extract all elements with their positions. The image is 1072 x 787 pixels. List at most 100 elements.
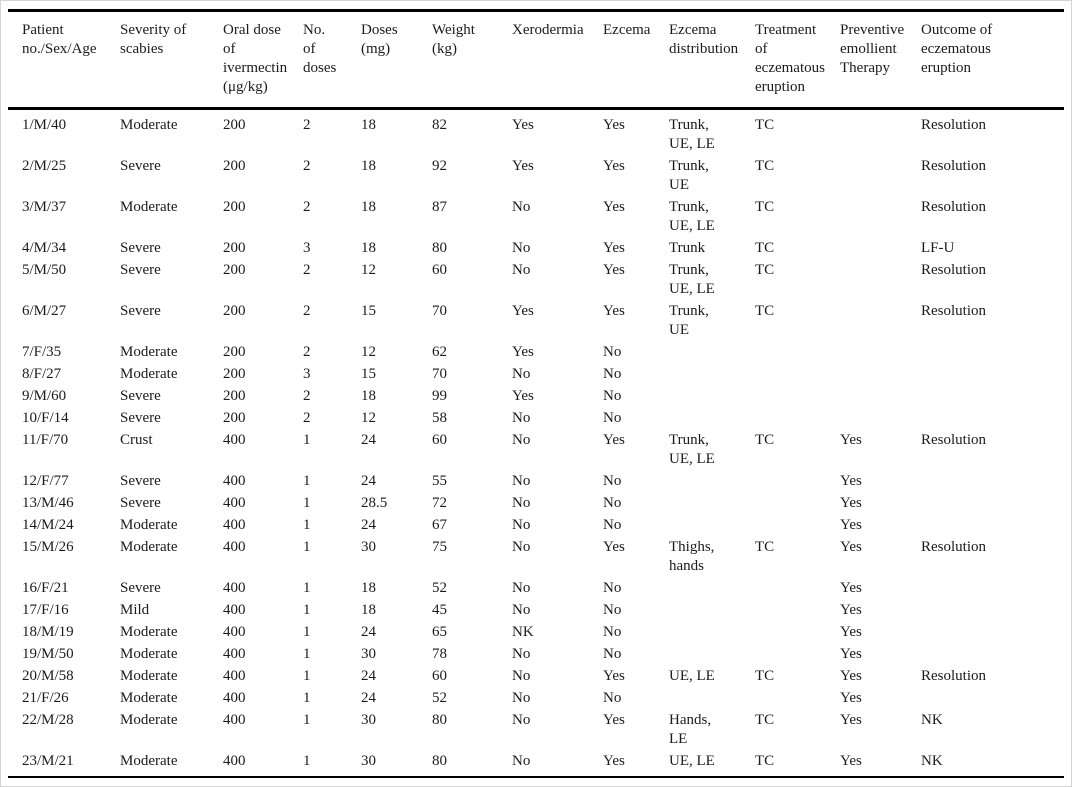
table-row: 20/M/58 Moderate 400 1 24 60 No Yes UE, LE TC Yes R… [8,665,1064,687]
cell-ezcema-distribution [669,492,755,514]
cell-xerodermia: Yes [512,344,534,360]
cell-preventive-emollient: Yes [840,495,862,511]
cell-outcome-eczematous [921,643,1064,665]
cell-treatment-eczematous: TC [755,303,775,319]
cell-weight-kg: 65 [432,624,447,640]
cell-severity-of-scabies: Moderate [120,517,178,533]
column-header-ezcema-distribution: Ezcema distribution [669,10,755,110]
cell-xerodermia: Yes [512,303,534,319]
table-row: 2/M/25 Severe 200 2 18 92 Yes Yes Trunk, UE TC Res… [8,155,1064,196]
cell-doses-mg: 30 [361,539,376,555]
cell-preventive-emollient: Yes [840,624,862,640]
cell-doses-mg: 18 [361,602,376,618]
cell-severity-of-scabies: Crust [120,432,153,448]
cell-preventive-emollient: Yes [840,539,862,555]
cell-doses-mg: 24 [361,668,376,684]
cell-severity-of-scabies: Severe [120,303,161,319]
cell-treatment-eczematous [755,577,840,599]
cell-ezcema: Yes [603,712,625,728]
cell-treatment-eczematous: TC [755,432,775,448]
cell-weight-kg: 92 [432,158,447,174]
cell-doses-mg: 28.5 [361,495,388,511]
table-row: 23/M/21 Moderate 400 1 30 80 No Yes UE, LE TC Yes N… [8,750,1064,777]
cell-outcome-eczematous [921,599,1064,621]
cell-no-of-doses: 1 [303,753,311,769]
cell-severity-of-scabies: Severe [120,388,161,404]
cell-doses-mg: 12 [361,262,376,278]
cell-treatment-eczematous [755,363,840,385]
cell-xerodermia: NK [512,624,534,640]
cell-preventive-emollient [840,363,921,385]
cell-doses-mg: 24 [361,517,376,533]
cell-ezcema: Yes [603,539,625,555]
cell-no-of-doses: 3 [303,240,311,256]
cell-no-of-doses: 2 [303,199,311,215]
cell-weight-kg: 80 [432,240,447,256]
cell-oral-dose-ivermectin: 400 [223,712,246,728]
cell-preventive-emollient [840,196,921,237]
cell-ezcema: Yes [603,303,625,319]
cell-oral-dose-ivermectin: 400 [223,690,246,706]
cell-severity-of-scabies: Severe [120,580,161,596]
cell-ezcema: No [603,388,622,404]
cell-no-of-doses: 1 [303,517,311,533]
cell-no-of-doses: 1 [303,495,311,511]
table-row: 15/M/26 Moderate 400 1 30 75 No Yes Thighs, hand… [8,536,1064,577]
cell-ezcema-distribution: UE, LE [669,668,715,684]
cell-ezcema: Yes [603,262,625,278]
cell-severity-of-scabies: Severe [120,262,161,278]
cell-outcome-eczematous [921,407,1064,429]
column-header-ezcema: Ezcema [603,10,669,110]
cell-ezcema: No [603,602,622,618]
cell-patient-no-sex-age: 4/M/34 [22,240,67,256]
cell-oral-dose-ivermectin: 400 [223,602,246,618]
cell-weight-kg: 60 [432,668,447,684]
cell-xerodermia: No [512,580,531,596]
table-row: 11/F/70 Crust 400 1 24 60 No Yes Trunk, UE, LE TC… [8,429,1064,470]
cell-severity-of-scabies: Moderate [120,117,178,133]
cell-patient-no-sex-age: 12/F/77 [22,473,69,489]
cell-no-of-doses: 1 [303,646,311,662]
column-header-patient-no-sex-age: Patient no./Sex/Age [8,10,120,110]
cell-no-of-doses: 2 [303,303,311,319]
cell-xerodermia: No [512,602,531,618]
cell-doses-mg: 24 [361,432,376,448]
table-row: 21/F/26 Moderate 400 1 24 52 No No Yes [8,687,1064,709]
table-row: 22/M/28 Moderate 400 1 30 80 No Yes Hands, LE TC Y… [8,709,1064,750]
table-row: 9/M/60 Severe 200 2 18 99 Yes No [8,385,1064,407]
cell-doses-mg: 24 [361,624,376,640]
cell-doses-mg: 18 [361,117,376,133]
cell-weight-kg: 99 [432,388,447,404]
cell-patient-no-sex-age: 15/M/26 [22,539,74,555]
cell-patient-no-sex-age: 10/F/14 [22,410,69,426]
table-row: 7/F/35 Moderate 200 2 12 62 Yes No [8,341,1064,363]
cell-doses-mg: 30 [361,646,376,662]
cell-no-of-doses: 2 [303,410,311,426]
cell-oral-dose-ivermectin: 200 [223,388,246,404]
column-header-preventive-emollient: Preventive emollient Therapy [840,10,921,110]
table-row: 10/F/14 Severe 200 2 12 58 No No [8,407,1064,429]
cell-preventive-emollient [840,385,921,407]
cell-ezcema: No [603,690,622,706]
cell-oral-dose-ivermectin: 200 [223,366,246,382]
cell-weight-kg: 80 [432,712,447,728]
cell-preventive-emollient: Yes [840,753,862,769]
cell-outcome-eczematous [921,687,1064,709]
cell-weight-kg: 80 [432,753,447,769]
cell-outcome-eczematous: Resolution [921,668,987,684]
cell-patient-no-sex-age: 7/F/35 [22,344,62,360]
table-row: 4/M/34 Severe 200 3 18 80 No Yes Trunk TC LF-U [8,237,1064,259]
cell-xerodermia: No [512,262,531,278]
cell-ezcema-distribution [669,514,755,536]
cell-oral-dose-ivermectin: 200 [223,240,246,256]
cell-oral-dose-ivermectin: 400 [223,432,246,448]
table-row: 13/M/46 Severe 400 1 28.5 72 No No Yes [8,492,1064,514]
cell-ezcema-distribution: Trunk, UE, LE [669,432,715,467]
cell-ezcema-distribution [669,687,755,709]
cell-xerodermia: No [512,517,531,533]
cell-ezcema: Yes [603,668,625,684]
cell-treatment-eczematous [755,643,840,665]
cell-severity-of-scabies: Moderate [120,624,178,640]
cell-treatment-eczematous [755,514,840,536]
cell-doses-mg: 24 [361,473,376,489]
